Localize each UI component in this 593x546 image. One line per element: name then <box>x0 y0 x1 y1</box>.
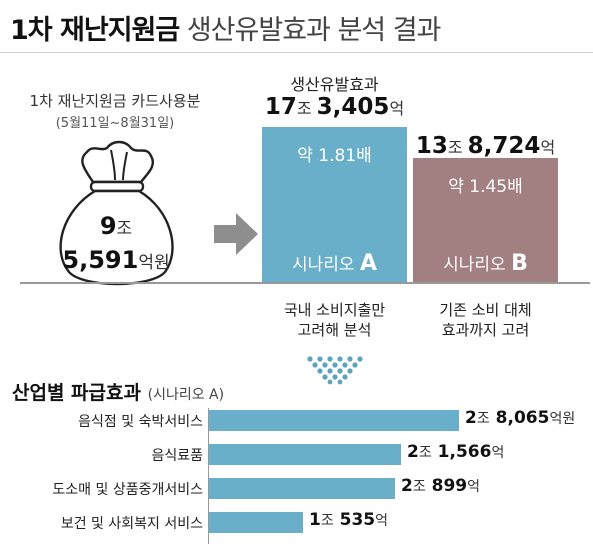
bag-value-jo-unit: 조 <box>116 219 133 239</box>
bar-a-value-unit2: 억 <box>389 99 405 118</box>
scenario-b-desc-line2: 효과까지 고려 <box>441 321 530 339</box>
industry-bar-label: 도소매 및 상품중개서비스 <box>52 482 203 498</box>
bar-a-value-num1: 17 <box>264 94 297 120</box>
industry-axis <box>208 408 209 544</box>
industry-bar-value: 1조 535억 <box>309 510 389 530</box>
chart-a-title: 생산유발효과 <box>290 75 379 94</box>
bag-label: 1차 재난지원금 카드사용분 <box>29 92 201 110</box>
bar-b-value-label: 13조 8,724억 <box>413 133 558 159</box>
money-bag-icon <box>59 140 174 286</box>
industry-bar-value: 2조 899억 <box>401 476 481 496</box>
industry-title-sub: (시나리오 A) <box>147 387 225 403</box>
scenario-b-desc-line1: 기존 소비 대체 <box>439 301 532 319</box>
industry-bar <box>209 410 459 431</box>
bar-b-name-letter: B <box>511 251 528 276</box>
bar-a-name-prefix: 시나리오 <box>292 255 355 275</box>
scenario-a-desc-line2: 고려해 분석 <box>297 321 372 339</box>
bar-b-name-prefix: 시나리오 <box>443 255 506 275</box>
bar-b-name: 시나리오 B <box>413 250 558 276</box>
bar-b-multiplier: 약 1.45배 <box>448 177 523 197</box>
industry-bar <box>209 512 303 533</box>
scenario-a-desc-line1: 국내 소비지출만 <box>283 301 386 319</box>
title-bold: 1차 재난지원금 <box>10 15 180 46</box>
industry-chart-title: 산업별 파급효과 (시나리오 A) <box>12 378 224 405</box>
industry-bar-label: 보건 및 사회복지 서비스 <box>60 516 203 532</box>
industry-bar-value: 2조 8,065억원 <box>465 408 576 428</box>
bar-b-value-num2: 8,724 <box>467 133 541 159</box>
bar-b-value-num1: 13 <box>415 133 448 159</box>
bar-scenario-b <box>413 158 558 282</box>
chart-baseline <box>20 282 590 284</box>
bar-a-value-num2: 3,405 <box>316 94 390 120</box>
bag-value-line2: 5,591억원 <box>45 246 187 274</box>
chevron-down-icon <box>307 356 363 385</box>
bag-value-line1: 9조 <box>55 212 177 240</box>
industry-title-main: 산업별 파급효과 <box>12 382 141 404</box>
bag-value-eok-unit: 억원 <box>138 253 170 273</box>
bar-a-multiplier: 약 1.81배 <box>297 146 372 166</box>
scenario-b-description: 기존 소비 대체 효과까지 고려 <box>413 300 558 340</box>
title-divider <box>0 52 593 53</box>
scenario-a-description: 국내 소비지출만 고려해 분석 <box>262 300 407 340</box>
bar-scenario-a <box>262 127 407 282</box>
title-light: 생산유발효과 분석 결과 <box>186 15 442 46</box>
bar-b-value-unit1: 조 <box>447 138 463 157</box>
bar-a-value-label: 17조 3,405억 <box>262 94 407 120</box>
bar-b-value-unit2: 억 <box>540 138 556 157</box>
industry-bar <box>209 444 401 465</box>
bag-value-eok-num: 5,591 <box>62 246 139 274</box>
page-title: 1차 재난지원금 생산유발효과 분석 결과 <box>10 8 442 47</box>
bag-value-jo-num: 9 <box>99 212 117 240</box>
industry-bar-label: 음식점 및 숙박서비스 <box>78 414 203 430</box>
industry-bar-value: 2조 1,566억 <box>407 442 505 462</box>
arrow-right-icon <box>214 213 258 255</box>
bar-a-value-unit1: 조 <box>296 99 312 118</box>
bag-period: (5월11일~8월31일) <box>55 116 175 131</box>
industry-bar-label: 음식료품 <box>151 448 203 464</box>
bar-a-name-letter: A <box>359 251 377 276</box>
bar-a-name: 시나리오 A <box>262 250 407 276</box>
industry-bar <box>209 478 395 499</box>
